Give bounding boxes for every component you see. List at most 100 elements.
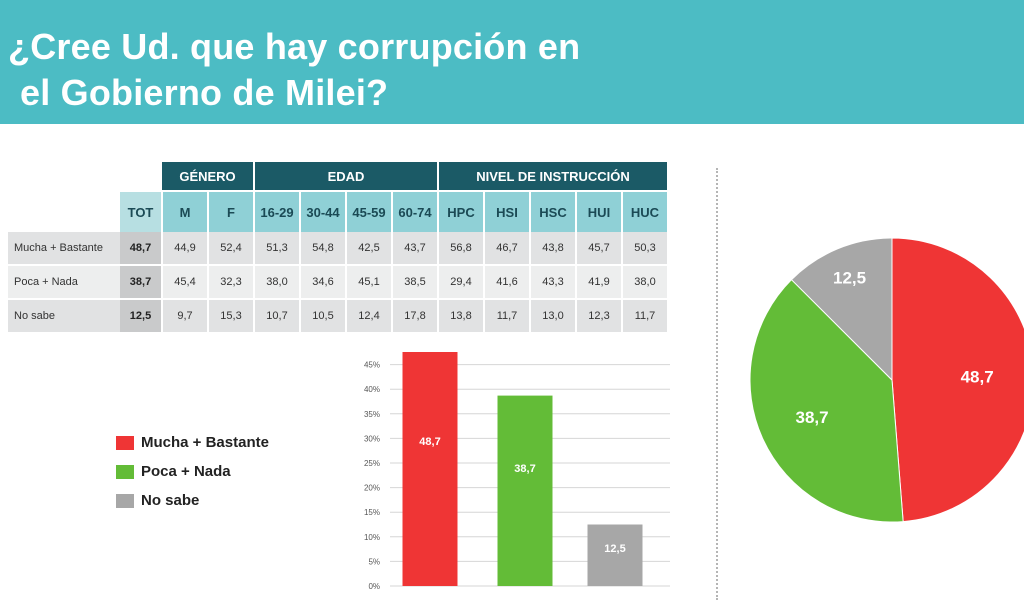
table-cell: 51,3 — [254, 232, 301, 266]
blank-cell — [120, 162, 162, 191]
table-cell: 44,9 — [162, 232, 209, 266]
bar — [587, 524, 643, 586]
table-cell: 13,8 — [438, 299, 485, 334]
column-header: HUC — [622, 190, 669, 232]
table-cell: 45,1 — [346, 265, 393, 300]
table-cell: 50,3 — [622, 232, 669, 266]
table-row: Poca + Nada 38,7 45,4 32,3 38,0 34,6 45,… — [8, 265, 669, 300]
column-header: HSI — [484, 190, 531, 232]
table-cell: 11,7 — [484, 299, 531, 334]
table-cell: 38,5 — [392, 265, 439, 300]
table-row: No sabe 12,5 9,7 15,3 10,7 10,5 12,4 17,… — [8, 299, 669, 334]
chart-legend: Mucha + Bastante Poca + Nada No sabe — [116, 428, 269, 515]
pie-data-label: 12,5 — [833, 269, 866, 288]
legend-swatch — [116, 464, 134, 479]
group-header-genero: GÉNERO — [162, 162, 255, 191]
table-cell: 46,7 — [484, 232, 531, 266]
table-cell: 41,9 — [576, 265, 623, 300]
title-banner: ¿Cree Ud. que hay corrupción en el Gobie… — [0, 0, 1024, 124]
group-header-row: GÉNERO EDAD NIVEL DE INSTRUCCIÓN — [8, 162, 669, 191]
pie-data-label: 48,7 — [961, 368, 994, 387]
y-tick-label: 40% — [364, 385, 380, 394]
legend-label: Mucha + Bastante — [141, 434, 269, 451]
blank-cell — [8, 162, 120, 191]
legend-label: No sabe — [141, 492, 200, 509]
y-tick-label: 25% — [364, 459, 380, 468]
bar — [497, 395, 553, 586]
column-header-row: TOT M F 16-29 30-44 45-59 60-74 HPC HSI … — [8, 190, 669, 232]
column-header: F — [208, 190, 255, 232]
table-cell: 56,8 — [438, 232, 485, 266]
column-header: HUI — [576, 190, 623, 232]
column-header-tot: TOT — [120, 190, 163, 232]
table-cell: 38,0 — [254, 265, 301, 300]
column-header: M — [162, 190, 209, 232]
table-cell: 43,7 — [392, 232, 439, 266]
y-tick-label: 35% — [364, 410, 380, 419]
table-cell: 12,3 — [576, 299, 623, 334]
table-cell-tot: 38,7 — [120, 265, 163, 300]
bar — [402, 352, 458, 586]
column-header: 16-29 — [254, 190, 301, 232]
group-header-edad: EDAD — [254, 162, 439, 191]
pie-chart: 48,7 38,7 12,5 — [749, 237, 1024, 523]
column-header: HSC — [530, 190, 577, 232]
bar-data-label: 12,5 — [604, 543, 625, 555]
group-header-instruccion: NIVEL DE INSTRUCCIÓN — [438, 162, 669, 191]
pie-data-label: 38,7 — [796, 408, 829, 427]
legend-item: Mucha + Bastante — [116, 428, 269, 457]
page-title: ¿Cree Ud. que hay corrupción en el Gobie… — [8, 24, 580, 116]
table-cell: 38,0 — [622, 265, 669, 300]
table-cell: 13,0 — [530, 299, 577, 334]
y-tick-label: 5% — [368, 557, 380, 566]
table-cell: 54,8 — [300, 232, 347, 266]
table-cell: 15,3 — [208, 299, 255, 334]
legend-swatch — [116, 493, 134, 508]
table-cell: 10,5 — [300, 299, 347, 334]
table-cell: 45,4 — [162, 265, 209, 300]
column-header: 30-44 — [300, 190, 347, 232]
column-header: 45-59 — [346, 190, 393, 232]
y-tick-label: 45% — [364, 361, 380, 370]
row-label: No sabe — [8, 299, 120, 334]
table-cell: 29,4 — [438, 265, 485, 300]
table-cell: 32,3 — [208, 265, 255, 300]
table-cell: 34,6 — [300, 265, 347, 300]
bar-data-label: 38,7 — [514, 463, 535, 475]
pie-slice — [790, 237, 893, 382]
title-line-2: el Gobierno de Milei? — [20, 72, 389, 113]
legend-item: No sabe — [116, 486, 269, 515]
row-label: Poca + Nada — [8, 265, 120, 300]
y-tick-label: 30% — [364, 434, 380, 443]
table-cell: 43,3 — [530, 265, 577, 300]
table-row: Mucha + Bastante 48,7 44,9 52,4 51,3 54,… — [8, 232, 669, 266]
table-cell: 52,4 — [208, 232, 255, 266]
pie-slice — [891, 237, 1024, 523]
divider-line — [716, 168, 718, 600]
pie-slice — [749, 278, 904, 523]
table-cell-tot: 12,5 — [120, 299, 163, 334]
table-cell: 11,7 — [622, 299, 669, 334]
y-tick-label: 20% — [364, 484, 380, 493]
table-cell: 17,8 — [392, 299, 439, 334]
table-cell: 45,7 — [576, 232, 623, 266]
table-cell: 41,6 — [484, 265, 531, 300]
column-header: 60-74 — [392, 190, 439, 232]
legend-item: Poca + Nada — [116, 457, 269, 486]
y-tick-label: 15% — [364, 508, 380, 517]
blank-cell — [8, 191, 120, 232]
crosstab-table: GÉNERO EDAD NIVEL DE INSTRUCCIÓN TOT M F… — [8, 162, 669, 334]
y-tick-label: 0% — [368, 582, 380, 591]
table-cell: 12,4 — [346, 299, 393, 334]
column-header: HPC — [438, 190, 485, 232]
table-cell: 9,7 — [162, 299, 209, 334]
table-cell-tot: 48,7 — [120, 232, 163, 266]
table-cell: 43,8 — [530, 232, 577, 266]
bar-chart: 0% 5% 10% 15% 20% 25% 30% 35% 40% 45% 48,7 38,7 12,5 — [364, 352, 670, 591]
y-tick-label: 10% — [364, 533, 380, 542]
legend-label: Poca + Nada — [141, 463, 231, 480]
table-cell: 42,5 — [346, 232, 393, 266]
bar-data-label: 48,7 — [419, 436, 440, 448]
table-cell: 10,7 — [254, 299, 301, 334]
title-line-1: ¿Cree Ud. que hay corrupción en — [8, 26, 581, 67]
